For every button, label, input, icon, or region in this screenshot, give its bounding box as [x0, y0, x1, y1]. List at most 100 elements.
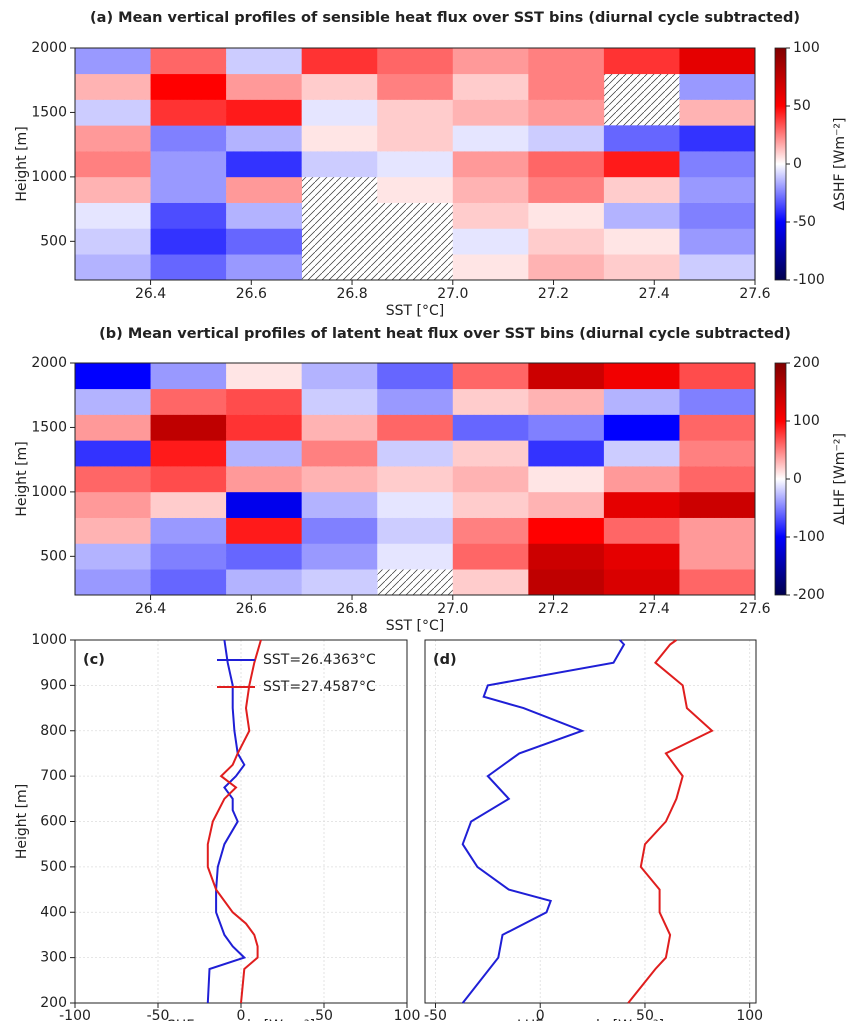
x-tick-label: 26.8 — [336, 601, 367, 617]
heatmap-cell — [679, 176, 756, 203]
y-tick-label: 300 — [40, 950, 67, 966]
heatmap-cell — [452, 176, 529, 203]
heatmap-cell — [528, 517, 605, 544]
y-tick-label: 500 — [40, 233, 67, 249]
profile-line — [461, 639, 626, 1004]
heatmap-cell — [603, 151, 680, 178]
heatmap-cell — [226, 73, 302, 100]
x-tick-label: 27.6 — [739, 601, 770, 617]
heatmap-cell — [679, 73, 756, 100]
heatmap-cell — [377, 151, 454, 178]
y-tick-label: 1500 — [31, 419, 67, 435]
colorbar-tick-label: -100 — [793, 529, 825, 545]
heatmap-cell — [452, 491, 529, 518]
heatmap-cell — [377, 48, 454, 75]
heatmap-cell — [150, 176, 227, 203]
heatmap-cell — [226, 414, 302, 441]
heatmap-cell — [75, 202, 151, 229]
heatmap-cell — [226, 176, 302, 203]
colorbar-tick-label: -100 — [793, 272, 825, 288]
heatmap-cell — [226, 254, 302, 281]
heatmap-cell — [452, 73, 529, 100]
heatmap-cell — [301, 73, 378, 100]
heatmap-cell — [603, 491, 680, 518]
heatmap-cell — [150, 228, 227, 255]
heatmap-cell — [679, 543, 756, 570]
heatmap-cell — [75, 151, 151, 178]
x-tick-label: 26.8 — [336, 286, 367, 302]
heatmap-cell — [603, 440, 680, 467]
heatmap-cell — [679, 125, 756, 152]
profile-line — [206, 639, 262, 1004]
heatmap-cell — [452, 543, 529, 570]
y-tick-label: 900 — [40, 677, 67, 693]
x-axis-label: LHF anomaly [Wm⁻²] — [517, 1018, 664, 1021]
heatmap-cell — [679, 466, 756, 493]
heatmap-cell — [226, 491, 302, 518]
heatmap-cell — [679, 491, 756, 518]
heatmap-cell — [603, 176, 680, 203]
y-tick-label: 1000 — [31, 169, 67, 185]
heatmap-cell — [603, 414, 680, 441]
heatmap-cell — [226, 99, 302, 126]
heatmap-cell — [301, 517, 378, 544]
heatmap-cell — [226, 228, 302, 255]
heatmap-cell — [226, 517, 302, 544]
heatmap-cell — [301, 125, 378, 152]
heatmap-cell — [150, 414, 227, 441]
heatmap-cell — [452, 151, 529, 178]
heatmap-cell — [603, 543, 680, 570]
heatmap-cell — [150, 388, 227, 415]
heatmap-cell — [226, 151, 302, 178]
heatmap-cell — [377, 491, 454, 518]
heatmap-cell — [603, 48, 680, 75]
heatmap-cell — [150, 440, 227, 467]
heatmap-cell — [150, 517, 227, 544]
y-tick-label: 2000 — [31, 355, 67, 371]
heatmap-cell — [377, 517, 454, 544]
x-tick-label: 50 — [636, 1008, 654, 1021]
heatmap-cell — [150, 151, 227, 178]
x-tick-label: 0 — [536, 1008, 545, 1021]
y-tick-label: 1000 — [31, 632, 67, 648]
heatmap-cell — [452, 569, 529, 596]
heatmap-cell — [452, 228, 529, 255]
heatmap-cell — [150, 202, 227, 229]
heatmap-cell — [301, 363, 378, 390]
x-axis-label: SST [°C] — [386, 303, 444, 319]
heatmap-cell — [679, 569, 756, 596]
heatmap-cell — [150, 491, 227, 518]
heatmap-cell — [377, 73, 454, 100]
heatmap-cell — [679, 48, 756, 75]
heatmap-cell — [452, 363, 529, 390]
heatmap-cell — [528, 228, 605, 255]
heatmap-cell — [150, 73, 227, 100]
heatmap-cell — [150, 466, 227, 493]
heatmap-cell — [528, 125, 605, 152]
heatmap-cell — [377, 125, 454, 152]
heatmap-cell — [528, 440, 605, 467]
x-tick-label: 27.4 — [639, 601, 670, 617]
y-tick-label: 500 — [40, 548, 67, 564]
heatmap-cell — [226, 48, 302, 75]
heatmap-cell — [528, 202, 605, 229]
heatmap-cell — [679, 228, 756, 255]
heatmap-cell — [301, 99, 378, 126]
heatmap-cell — [528, 254, 605, 281]
profile-line — [627, 639, 714, 1004]
colorbar-tick-label: 0 — [793, 471, 802, 487]
heatmap-cell — [528, 414, 605, 441]
heatmap-cell — [226, 543, 302, 570]
heatmap-cell — [75, 228, 151, 255]
heatmap-cell — [75, 99, 151, 126]
x-tick-label: 27.6 — [739, 286, 770, 302]
colorbar-label: ΔLHF [Wm⁻²] — [832, 433, 848, 525]
heatmap-cell — [301, 440, 378, 467]
colorbar-tick-label: 100 — [793, 413, 820, 429]
heatmap-cell — [528, 363, 605, 390]
heatmap-cell — [377, 440, 454, 467]
x-tick-label: 100 — [736, 1008, 763, 1021]
heatmap-cell — [528, 491, 605, 518]
heatmap-cell — [150, 48, 227, 75]
